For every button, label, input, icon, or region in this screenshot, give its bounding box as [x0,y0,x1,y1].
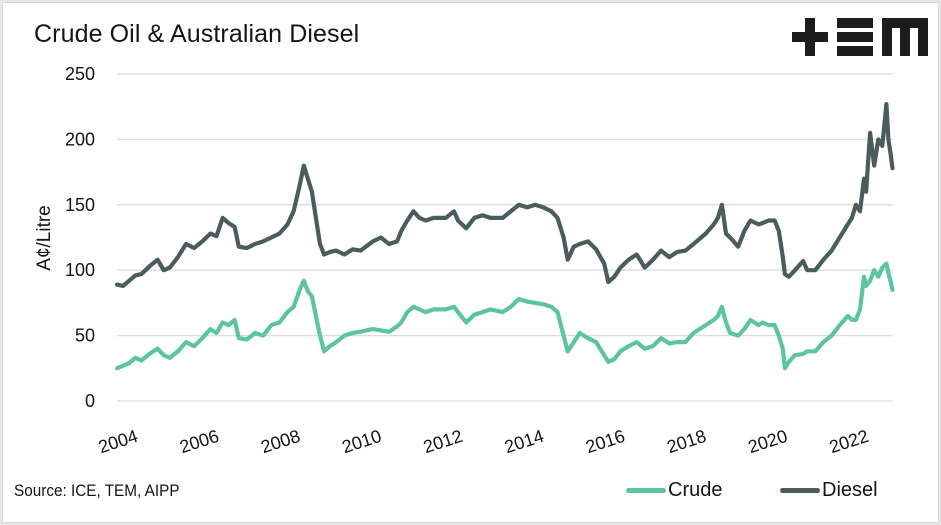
x-tick-label: 2008 [258,426,302,457]
y-tick-labels: 0 50 100 150 200 250 [65,64,95,411]
x-tick-label: 2004 [96,426,140,457]
y-tick-label: 250 [65,64,95,84]
series-lines [114,102,895,371]
y-tick-label: 0 [85,391,95,411]
tem-logo [792,18,928,56]
y-tick-label: 200 [65,129,95,149]
x-tick-label: 2016 [583,426,627,457]
series-line-crude [114,261,895,371]
legend-item-diesel: Diesel [780,479,878,502]
x-tick-label: 2006 [177,426,221,457]
series-line-diesel [114,102,895,288]
m-letter-icon [882,18,928,56]
legend-swatch-crude [626,488,666,493]
x-tick-label: 2018 [664,426,708,457]
y-tick-label: 150 [65,195,95,215]
x-tick-label: 2020 [746,426,790,457]
x-tick-label: 2014 [502,426,546,457]
equals-icon [837,18,873,56]
legend-label-diesel: Diesel [822,479,878,501]
legend-label-crude: Crude [668,479,723,501]
plus-icon [792,18,828,56]
x-tick-label: 2012 [421,426,465,457]
x-tick-label: 2010 [340,426,384,457]
x-tick-labels: 2004 2006 2008 2010 2012 2014 2016 2018 2020 2022 [96,426,871,457]
y-axis-label: A¢/Litre [34,205,55,270]
legend-item-crude: Crude [626,479,722,502]
source-note: Source: ICE, TEM, AIPP [14,481,180,500]
chart-title: Crude Oil & Australian Diesel [34,20,360,48]
y-tick-label: 100 [65,260,95,280]
y-tick-label: 50 [75,326,95,346]
gridlines [117,73,893,402]
legend-swatch-diesel [780,488,820,493]
x-tick-label: 2022 [827,426,871,457]
